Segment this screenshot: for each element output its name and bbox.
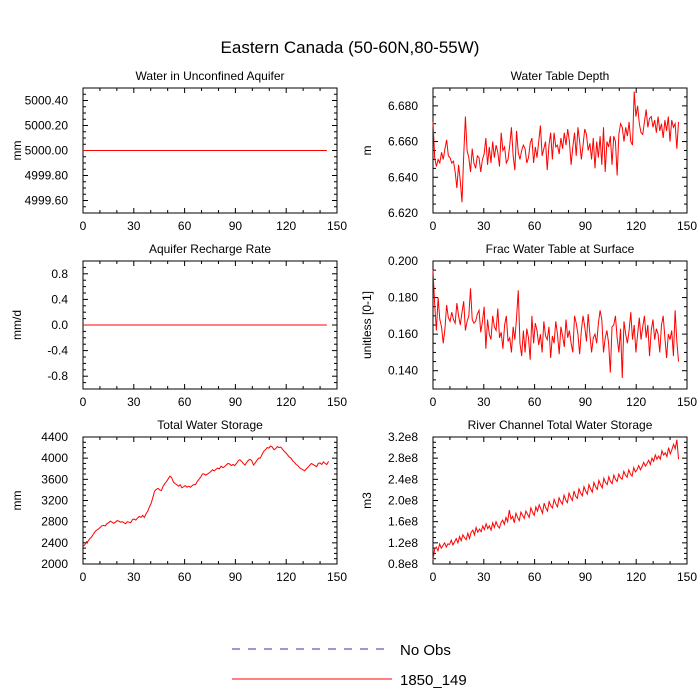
y-tick-label: -0.8 xyxy=(47,369,68,383)
x-tick-label: 120 xyxy=(276,219,296,233)
panel-title: Aquifer Recharge Rate xyxy=(149,242,271,256)
legend-label-no-obs: No Obs xyxy=(400,642,451,659)
y-tick-label: 4000 xyxy=(41,451,68,465)
y-axis-label: m3 xyxy=(360,492,374,509)
x-tick-label: 90 xyxy=(579,395,593,409)
x-tick-label: 120 xyxy=(626,219,646,233)
y-tick-label: 5000.40 xyxy=(25,94,69,108)
x-tick-label: 60 xyxy=(178,395,192,409)
y-tick-label: 2.0e8 xyxy=(388,494,418,508)
panel-title: Water in Unconfined Aquifer xyxy=(136,69,285,83)
y-tick-label: 2.4e8 xyxy=(388,472,418,486)
legend: No Obs 1850_149 xyxy=(232,642,467,689)
x-tick-label: 0 xyxy=(430,395,437,409)
x-tick-label: 90 xyxy=(229,570,243,584)
panel-title: Frac Water Table at Surface xyxy=(486,242,635,256)
panel-total-water-storage: Total Water Storage mm 0 30 60 90 120 150 2000 24… xyxy=(10,418,347,584)
x-tick-label: 60 xyxy=(528,395,542,409)
x-tick-label: 150 xyxy=(677,395,697,409)
panel-title: Total Water Storage xyxy=(157,418,263,432)
panel-title: River Channel Total Water Storage xyxy=(468,418,653,432)
x-tick-label: 60 xyxy=(178,570,192,584)
y-tick-label: 4400 xyxy=(41,430,68,444)
x-tick-label: 30 xyxy=(127,219,141,233)
x-tick-label: 120 xyxy=(626,570,646,584)
x-tick-label: 90 xyxy=(229,219,243,233)
y-tick-label: 6.680 xyxy=(388,99,418,113)
x-tick-label: 90 xyxy=(579,219,593,233)
x-tick-label: 60 xyxy=(528,570,542,584)
y-axis-label: unitless [0-1] xyxy=(360,291,374,359)
x-tick-label: 0 xyxy=(80,219,87,233)
panel-title: Water Table Depth xyxy=(511,69,610,83)
x-tick-label: 120 xyxy=(626,395,646,409)
figure-title: Eastern Canada (50-60N,80-55W) xyxy=(221,38,480,57)
y-tick-label: 1.6e8 xyxy=(388,515,418,529)
x-tick-label: 120 xyxy=(276,395,296,409)
y-tick-label: 2800 xyxy=(41,515,68,529)
y-tick-label: 0.4 xyxy=(51,292,68,306)
series-line-1850-149 xyxy=(432,91,680,203)
panel-frac-water-table-at-surface: Frac Water Table at Surface unitless [0-1… xyxy=(360,242,697,409)
x-tick-label: 30 xyxy=(477,395,491,409)
series-line-1850-149 xyxy=(82,445,329,547)
y-tick-label: 6.660 xyxy=(388,135,418,149)
y-axis-label: mm xyxy=(10,141,24,161)
x-tick-label: 150 xyxy=(677,570,697,584)
x-tick-label: 60 xyxy=(528,219,542,233)
y-tick-label: 0.140 xyxy=(388,364,418,378)
x-tick-label: 150 xyxy=(677,219,697,233)
x-tick-label: 0 xyxy=(80,395,87,409)
x-tick-label: 150 xyxy=(327,395,347,409)
y-tick-label: 0.200 xyxy=(388,254,418,268)
y-tick-label: 2000 xyxy=(41,557,68,571)
x-tick-label: 120 xyxy=(276,570,296,584)
y-tick-label: 2.8e8 xyxy=(388,451,418,465)
y-tick-label: 1.2e8 xyxy=(388,536,418,550)
x-tick-label: 0 xyxy=(430,219,437,233)
y-tick-label: 3.2e8 xyxy=(388,430,418,444)
x-tick-label: 30 xyxy=(477,570,491,584)
x-tick-label: 150 xyxy=(327,570,347,584)
y-axis-label: m xyxy=(360,146,374,156)
x-tick-label: 30 xyxy=(127,570,141,584)
panel-river-channel-total-water-storage: River Channel Total Water Storage m3 0 30 60… xyxy=(360,418,697,584)
plot-frame xyxy=(432,260,688,390)
y-tick-label: 0.8e8 xyxy=(388,557,418,571)
y-axis-label: mm xyxy=(10,491,24,511)
y-tick-label: 0.8 xyxy=(51,267,68,281)
series-line-1850-149 xyxy=(432,439,680,560)
y-tick-label: -0.4 xyxy=(47,344,68,358)
x-tick-label: 30 xyxy=(127,395,141,409)
x-tick-label: 150 xyxy=(327,219,347,233)
y-tick-label: 4999.80 xyxy=(25,169,69,183)
y-axis-label: mm/d xyxy=(10,310,24,340)
y-tick-label: 3200 xyxy=(41,494,68,508)
y-tick-label: 4999.60 xyxy=(25,194,69,208)
panel-aquifer-recharge-rate: Aquifer Recharge Rate mm/d 0 30 60 90 120 150 -0… xyxy=(10,242,347,409)
y-tick-label: 0.160 xyxy=(388,327,418,341)
y-tick-label: 3600 xyxy=(41,472,68,486)
x-tick-label: 0 xyxy=(80,570,87,584)
y-tick-label: 5000.20 xyxy=(25,119,69,133)
x-tick-label: 0 xyxy=(430,570,437,584)
panel-water-table-depth: Water Table Depth m 0 30 60 90 120 150 6.620 6.64… xyxy=(360,69,697,233)
y-tick-label: 0.0 xyxy=(51,318,68,332)
y-tick-label: 5000.00 xyxy=(25,144,69,158)
y-tick-label: 6.640 xyxy=(388,170,418,184)
x-tick-label: 30 xyxy=(477,219,491,233)
series-line-1850-149 xyxy=(432,270,680,379)
chart-panels: Water in Unconfined Aquifer mm 0 30 60 90 120 1… xyxy=(10,69,697,584)
plot-frame xyxy=(82,436,338,565)
y-tick-label: 0.180 xyxy=(388,291,418,305)
x-tick-label: 90 xyxy=(579,570,593,584)
y-tick-label: 6.620 xyxy=(388,206,418,220)
panel-water-in-unconfined-aquifer: Water in Unconfined Aquifer mm 0 30 60 90 120 1… xyxy=(10,69,347,233)
legend-label-1850-149: 1850_149 xyxy=(400,672,467,689)
y-tick-label: 2400 xyxy=(41,536,68,550)
x-tick-label: 60 xyxy=(178,219,192,233)
x-tick-label: 90 xyxy=(229,395,243,409)
